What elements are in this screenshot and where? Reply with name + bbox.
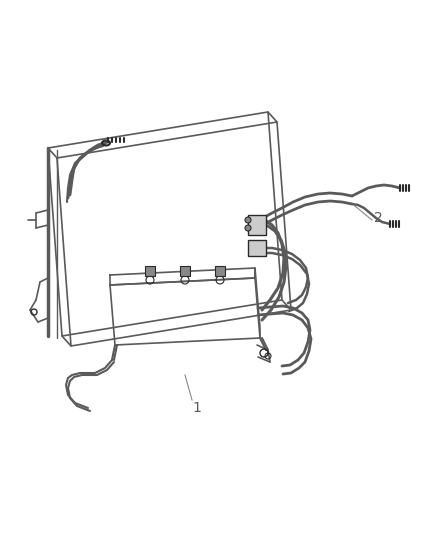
Text: 1: 1 bbox=[193, 401, 201, 415]
Bar bbox=[248, 240, 266, 256]
Circle shape bbox=[245, 217, 251, 223]
Circle shape bbox=[245, 225, 251, 231]
Bar bbox=[145, 266, 155, 276]
Bar bbox=[180, 266, 190, 276]
Text: 2: 2 bbox=[374, 211, 382, 225]
Bar bbox=[215, 266, 225, 276]
Bar bbox=[248, 215, 266, 235]
